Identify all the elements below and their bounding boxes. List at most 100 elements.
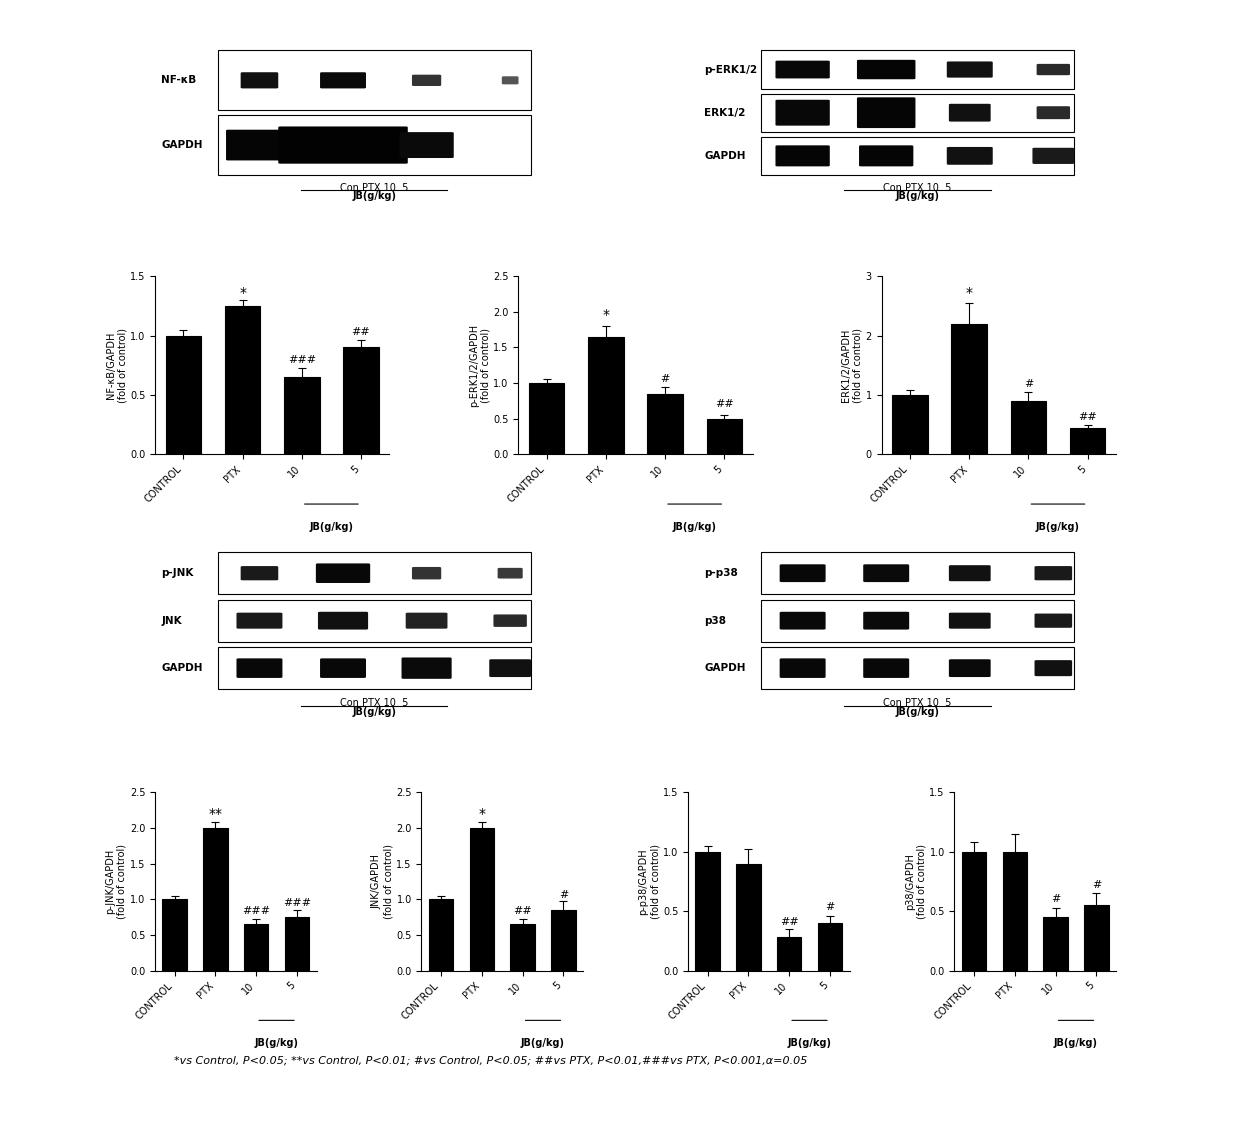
Text: ERK1/2: ERK1/2 <box>704 107 745 117</box>
FancyBboxPatch shape <box>1034 660 1073 676</box>
Bar <box>696 852 719 970</box>
Bar <box>529 383 564 454</box>
Text: #: # <box>1024 378 1033 389</box>
Text: *: * <box>966 286 972 300</box>
Bar <box>761 600 1074 642</box>
Bar <box>893 394 928 454</box>
FancyBboxPatch shape <box>1037 64 1070 75</box>
Text: JB(g/kg): JB(g/kg) <box>521 1039 565 1048</box>
Bar <box>777 937 801 970</box>
Text: GAPDH: GAPDH <box>161 663 203 673</box>
Bar <box>511 925 534 970</box>
Text: JB(g/kg): JB(g/kg) <box>254 1039 299 1048</box>
Text: **: ** <box>208 807 222 821</box>
Text: p38: p38 <box>704 616 727 626</box>
Text: ###: ### <box>242 906 270 917</box>
Text: JB(g/kg): JB(g/kg) <box>672 522 717 532</box>
Text: Con PTX 10  5: Con PTX 10 5 <box>340 184 408 193</box>
Text: *: * <box>603 309 609 323</box>
Text: GAPDH: GAPDH <box>704 150 746 161</box>
Bar <box>218 50 531 111</box>
Text: *vs Control, P<0.05; **vs Control, P<0.01; #vs Control, P<0.05; ##vs PTX, P<0.01: *vs Control, P<0.05; **vs Control, P<0.0… <box>174 1056 807 1066</box>
Y-axis label: NF-κB/GAPDH
(fold of control): NF-κB/GAPDH (fold of control) <box>105 327 128 402</box>
FancyBboxPatch shape <box>857 97 915 128</box>
Text: ###: ### <box>288 356 316 365</box>
FancyBboxPatch shape <box>775 100 830 125</box>
Bar <box>218 115 531 176</box>
FancyBboxPatch shape <box>775 60 830 79</box>
Bar <box>647 393 683 454</box>
Bar <box>588 336 624 454</box>
Text: JB(g/kg): JB(g/kg) <box>895 192 940 201</box>
FancyBboxPatch shape <box>775 145 830 166</box>
Text: Con PTX 10  5: Con PTX 10 5 <box>883 184 952 193</box>
Text: GAPDH: GAPDH <box>704 663 746 673</box>
Text: Con PTX 10  5: Con PTX 10 5 <box>340 698 408 708</box>
FancyBboxPatch shape <box>857 59 915 80</box>
Bar <box>470 828 494 970</box>
FancyBboxPatch shape <box>405 612 448 628</box>
FancyBboxPatch shape <box>949 565 991 581</box>
Y-axis label: p-ERK1/2/GAPDH
(fold of control): p-ERK1/2/GAPDH (fold of control) <box>469 324 490 407</box>
Bar <box>218 648 531 690</box>
Bar <box>737 864 760 970</box>
FancyBboxPatch shape <box>402 658 451 678</box>
Bar <box>203 828 228 970</box>
Text: *: * <box>479 807 485 821</box>
Bar <box>162 899 187 970</box>
Bar <box>285 917 309 970</box>
FancyBboxPatch shape <box>317 612 368 629</box>
FancyBboxPatch shape <box>508 145 512 146</box>
Bar <box>218 552 531 594</box>
Text: JB(g/kg): JB(g/kg) <box>1054 1039 1099 1048</box>
FancyBboxPatch shape <box>1034 567 1073 580</box>
FancyBboxPatch shape <box>859 145 914 166</box>
Text: #: # <box>1052 894 1060 904</box>
Bar <box>761 648 1074 690</box>
Text: GAPDH: GAPDH <box>161 140 203 150</box>
Text: NF-κB: NF-κB <box>161 75 196 86</box>
Text: #: # <box>559 890 568 899</box>
Bar <box>552 910 575 970</box>
Text: p-p38: p-p38 <box>704 568 738 578</box>
FancyBboxPatch shape <box>490 659 531 677</box>
Text: #: # <box>1091 880 1101 890</box>
Y-axis label: JNK/GAPDH
(fold of control): JNK/GAPDH (fold of control) <box>372 844 393 919</box>
Text: JB(g/kg): JB(g/kg) <box>352 192 397 201</box>
FancyBboxPatch shape <box>949 104 991 122</box>
Bar <box>1003 852 1027 970</box>
FancyBboxPatch shape <box>241 72 278 89</box>
Text: JB(g/kg): JB(g/kg) <box>787 1039 832 1048</box>
FancyBboxPatch shape <box>320 72 366 89</box>
Text: ##: ## <box>715 399 734 409</box>
Text: JB(g/kg): JB(g/kg) <box>1035 522 1080 532</box>
FancyBboxPatch shape <box>320 659 366 678</box>
FancyBboxPatch shape <box>497 568 523 578</box>
FancyBboxPatch shape <box>502 76 518 84</box>
Bar <box>761 137 1074 176</box>
Y-axis label: p-JNK/GAPDH
(fold of control): p-JNK/GAPDH (fold of control) <box>105 844 126 919</box>
Bar <box>817 923 842 970</box>
Text: ##: ## <box>513 905 532 915</box>
Bar <box>761 552 1074 594</box>
Bar <box>1084 905 1109 970</box>
Text: JB(g/kg): JB(g/kg) <box>352 707 397 717</box>
FancyBboxPatch shape <box>1033 148 1074 164</box>
Y-axis label: ERK1/2/GAPDH
(fold of control): ERK1/2/GAPDH (fold of control) <box>841 327 863 402</box>
Text: JNK: JNK <box>161 616 182 626</box>
Bar <box>429 899 454 970</box>
Text: JB(g/kg): JB(g/kg) <box>895 707 940 717</box>
FancyBboxPatch shape <box>412 567 441 579</box>
FancyBboxPatch shape <box>780 612 826 629</box>
FancyBboxPatch shape <box>399 132 454 158</box>
Bar <box>962 852 986 970</box>
FancyBboxPatch shape <box>316 563 371 583</box>
FancyBboxPatch shape <box>863 564 909 583</box>
FancyBboxPatch shape <box>947 62 993 78</box>
FancyBboxPatch shape <box>237 659 283 678</box>
Text: #: # <box>826 903 835 912</box>
Text: ###: ### <box>283 898 311 907</box>
Text: ##: ## <box>352 327 371 336</box>
FancyBboxPatch shape <box>226 130 293 161</box>
Bar <box>1011 401 1047 454</box>
